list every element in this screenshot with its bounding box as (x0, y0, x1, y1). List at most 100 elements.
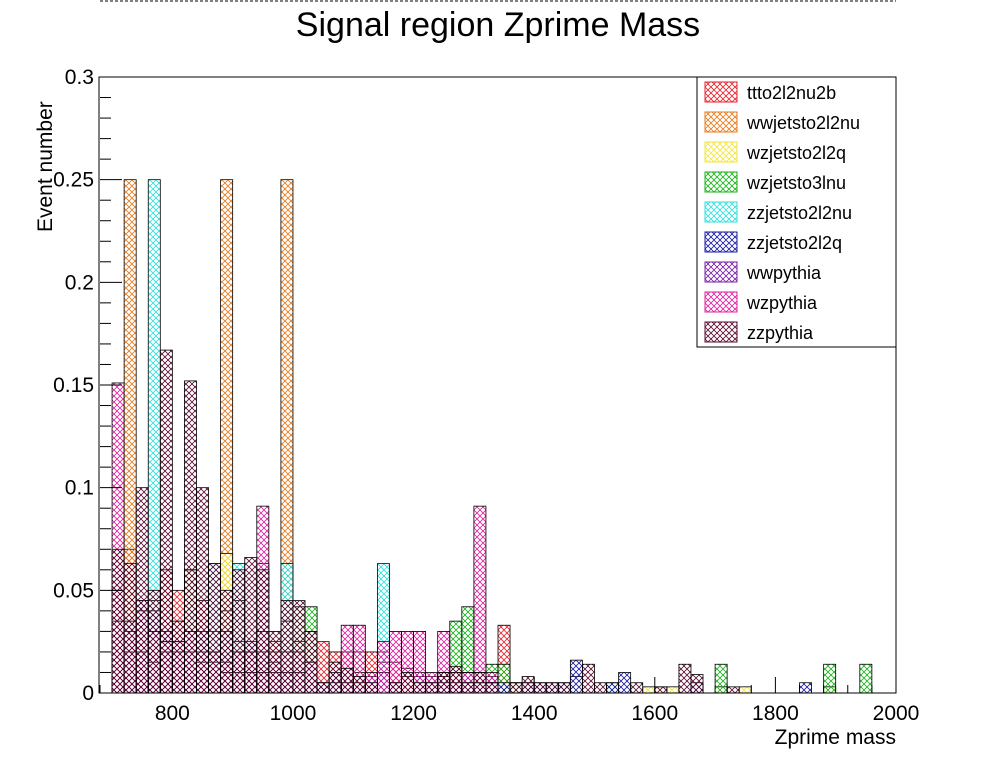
y-axis-label: Event number (34, 101, 57, 232)
bar-zzpythia (316, 682, 330, 694)
bar-zzpythia (582, 663, 595, 694)
legend-entry: zzpythia (704, 321, 814, 343)
legend-swatch (704, 201, 738, 223)
legend-label: zzjetsto2l2q (747, 233, 842, 253)
x-tick-label: 800 (155, 702, 190, 725)
bar-zzpythia (328, 661, 342, 694)
legend-entry: wzjetsto2l2q (704, 141, 846, 163)
x-tick-label: 1400 (511, 702, 558, 725)
legend-swatch (704, 141, 738, 163)
bar-zzpythia (413, 682, 427, 694)
legend-swatch (704, 111, 738, 133)
bar-zzpythia (557, 682, 571, 694)
legend-entry: wzjetsto3lnu (704, 171, 846, 193)
bar-zzpythia (425, 682, 439, 694)
y-tick-label: 0.2 (65, 271, 94, 294)
axes: 800 1000 1200 1400 1600 1800 2000 0 0.05 0.1 0.15 0… (53, 66, 919, 725)
bar-zzpythia (473, 672, 487, 694)
bar-zzpythia (594, 682, 607, 694)
legend-label: wwjetsto2l2nu (746, 113, 860, 133)
x-tick-label: 1000 (270, 702, 317, 725)
bar-zzpythia (461, 682, 475, 694)
bar-wzjetsto2l2q (666, 686, 680, 694)
bar-zzpythia (159, 349, 173, 694)
bar-zzpythia (509, 682, 523, 694)
legend-entry: wwpythia (704, 261, 822, 283)
y-tick-label: 0.1 (65, 477, 94, 500)
bar-zzpythia (123, 563, 137, 694)
legend-swatch (704, 231, 738, 253)
histogram-bars (111, 179, 873, 694)
bar-zzpythia (678, 663, 692, 694)
bar-zzjetsto2l2q (497, 682, 511, 694)
legend-label: zzjetsto2l2nu (747, 203, 852, 223)
bar-zzpythia (630, 682, 644, 694)
legend-label: wzjetsto3lnu (746, 173, 846, 193)
legend-swatch (704, 171, 738, 193)
series-zzpythia (111, 349, 740, 694)
bar-zzpythia (545, 682, 559, 694)
bar-zzpythia (389, 682, 402, 694)
bar-zzpythia (171, 620, 185, 694)
legend-entry: ttto2l2nu2b (704, 81, 836, 103)
legend-label: wzjetsto2l2q (746, 143, 846, 163)
legend-entry: wzpythia (704, 291, 818, 313)
bar-zzpythia (521, 676, 535, 694)
bar-zzpythia (690, 674, 704, 694)
bar-zzpythia (292, 600, 306, 694)
x-tick-label: 1200 (390, 702, 437, 725)
y-tick-label: 0 (82, 682, 94, 705)
bar-zzpythia (244, 557, 258, 694)
bar-zzpythia (184, 380, 197, 694)
bar-zzpythia (654, 686, 668, 694)
legend-label: wwpythia (746, 263, 822, 283)
bar-zzpythia (147, 589, 161, 694)
plot-frame (98, 76, 897, 694)
y-tick-label: 0.05 (53, 579, 94, 602)
bar-zzjetsto2l2q (618, 672, 632, 694)
legend-entry: zzjetsto2l2nu (704, 201, 852, 223)
bar-zzpythia (485, 682, 499, 694)
bar-zzpythia (135, 487, 149, 694)
x-tick-label: 1600 (631, 702, 678, 725)
bar-zzjetsto2l2q (606, 682, 620, 694)
bar-zzpythia (196, 487, 209, 694)
bar-zzpythia (111, 548, 125, 694)
chart-title: Signal region Zprime Mass (296, 6, 700, 44)
bar-wzpythia (473, 505, 487, 694)
bar-zzpythia (268, 631, 282, 694)
y-tick-label: 0.15 (53, 374, 94, 397)
bar-wzjetsto2l2q (738, 686, 752, 694)
bar-zzpythia (340, 667, 354, 694)
x-tick-label: 1800 (752, 702, 799, 725)
bar-wzjetsto3lnu (823, 663, 837, 694)
bar-zzpythia (220, 589, 234, 694)
bar-zzpythia (304, 631, 318, 694)
y-tick-label: 0.25 (53, 169, 94, 192)
bar-wzpythia (376, 641, 390, 694)
bar-zzpythia (533, 682, 547, 694)
legend-label: ttto2l2nu2b (747, 83, 836, 103)
bar-zzpythia (352, 676, 366, 694)
bar-zzpythia (280, 600, 294, 694)
legend-label: wzpythia (746, 293, 818, 313)
x-tick-label: 2000 (873, 702, 920, 725)
x-axis-label: Zprime mass (775, 726, 896, 749)
legend-entry: wwjetsto2l2nu (704, 111, 860, 133)
bar-zzpythia (437, 672, 451, 694)
legend-entry: zzjetsto2l2q (704, 231, 842, 253)
bar-wzjetsto3lnu (859, 663, 873, 694)
bar-zzpythia (208, 563, 222, 694)
legend: ttto2l2nu2b wwjetsto2l2nu wzjetsto2l2q wzje… (696, 76, 897, 348)
y-tick-label: 0.3 (65, 66, 94, 89)
bar-wzjetsto2l2q (642, 686, 656, 694)
bar-zzpythia (232, 569, 246, 694)
bar-wzjetsto3lnu (714, 663, 728, 694)
bar-zzpythia (256, 569, 270, 694)
legend-swatch (704, 81, 738, 103)
legend-label: zzpythia (747, 323, 814, 343)
bar-zzpythia (401, 672, 414, 694)
bar-zzjetsto2l2q (569, 659, 583, 694)
bar-zzpythia (364, 682, 378, 694)
